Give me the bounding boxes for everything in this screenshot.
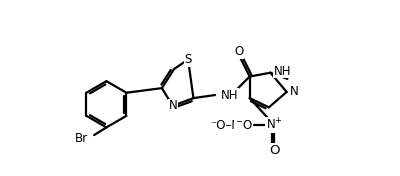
Text: N: N	[290, 86, 298, 98]
Text: O: O	[234, 45, 244, 58]
Text: NH: NH	[221, 89, 239, 102]
Text: N: N	[169, 99, 178, 112]
Text: S: S	[184, 53, 192, 66]
Text: Br: Br	[75, 132, 88, 145]
Text: N$^{+}$: N$^{+}$	[266, 117, 283, 133]
Text: $^{-}$O: $^{-}$O	[235, 119, 253, 132]
Text: ⁻O–N⁺: ⁻O–N⁺	[210, 119, 246, 132]
Text: O: O	[269, 144, 280, 157]
Text: NH: NH	[274, 65, 291, 78]
